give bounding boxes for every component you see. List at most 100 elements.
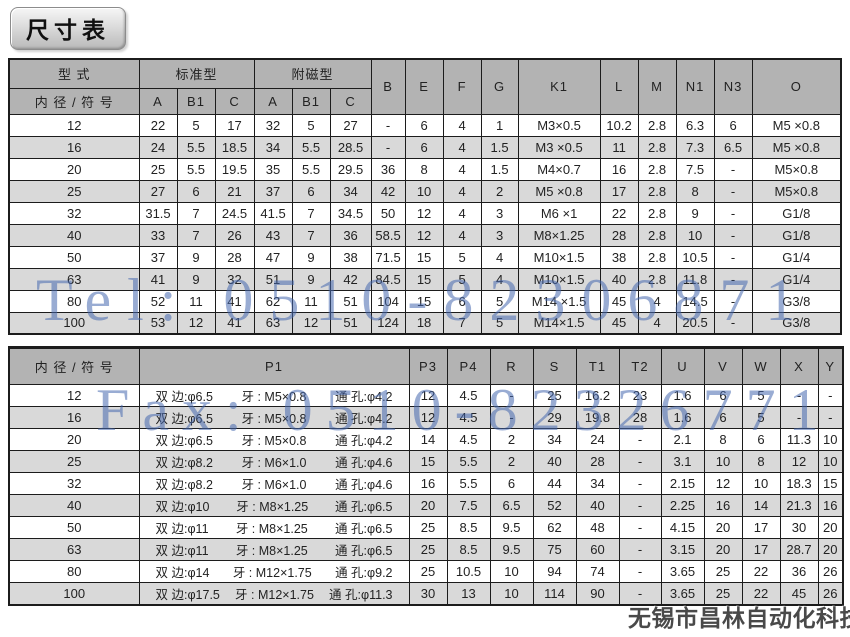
p1-cell: 双 边:φ6.5 牙 : M5×0.8 通 孔:φ4.2: [138, 428, 410, 451]
value-cell: 3.65: [660, 560, 705, 583]
value-cell: 62: [253, 289, 293, 313]
p1-hole: 通 孔:φ6.5: [335, 544, 393, 558]
value-cell: 24: [138, 135, 178, 159]
value-cell: 10.5: [446, 560, 491, 583]
value-cell: 4: [442, 201, 482, 225]
value-cell: 2.8: [637, 201, 677, 225]
value-cell: -: [779, 384, 819, 407]
value-cell: M10×1.5: [517, 267, 601, 291]
header-sub-C1: C: [214, 87, 255, 115]
value-cell: 6: [291, 179, 331, 203]
value-cell: G1/8: [751, 223, 842, 247]
value-cell: 9: [675, 201, 715, 225]
header-sub-A2: A: [253, 87, 293, 115]
p1-thread: 牙 : M5×0.8: [241, 434, 307, 448]
value-cell: 10: [817, 450, 844, 473]
value-cell: -: [618, 494, 662, 517]
p1-cell: 双 边:φ8.2 牙 : M6×1.0 通 孔:φ4.6: [138, 472, 410, 495]
header-col-N1: N1: [675, 58, 715, 115]
value-cell: 18: [404, 311, 444, 335]
value-cell: 2.15: [660, 472, 705, 495]
header-sub-B2: B1: [291, 87, 331, 115]
value-cell: 16: [599, 157, 639, 181]
table-row: 25 双 边:φ8.2 牙 : M6×1.0 通 孔:φ4.6 15 5.5 2 40 28-3…: [8, 450, 844, 473]
value-cell: 5.5: [291, 135, 331, 159]
value-cell: 12: [703, 472, 743, 495]
value-cell: 2.1: [660, 428, 705, 451]
value-cell: 6: [176, 179, 216, 203]
value-cell: 8: [675, 179, 715, 203]
value-cell: -: [713, 157, 753, 181]
value-cell: 4: [442, 157, 482, 181]
value-cell: 4: [442, 135, 482, 159]
value-cell: 10: [489, 582, 534, 605]
value-cell: 16: [703, 494, 743, 517]
value-cell: -: [713, 245, 753, 269]
value-cell: 20: [703, 516, 743, 539]
upper-table-body: 12 22 5 17 32 5 27-6 4 1 M3×0.5 10.2 2.8 6.3 6 M5 ×0.8…: [8, 113, 842, 335]
value-cell: 10.5: [675, 245, 715, 269]
value-cell: 11.8: [675, 267, 715, 291]
value-cell: 45: [779, 582, 819, 605]
value-cell: 10: [703, 450, 743, 473]
value-cell: 4.5: [446, 428, 491, 451]
value-cell: 26: [214, 223, 255, 247]
value-cell: 20: [703, 538, 743, 561]
value-cell: 18.3: [779, 472, 819, 495]
value-cell: 25: [138, 157, 178, 181]
value-cell: 6: [741, 428, 781, 451]
p1-hole: 通 孔:φ4.2: [335, 412, 393, 426]
value-cell: M5 ×0.8: [751, 135, 842, 159]
value-cell: 22: [741, 582, 781, 605]
value-cell: 5: [176, 113, 216, 137]
p1-side: 双 边:φ6.5: [155, 390, 213, 404]
value-cell: 51: [329, 289, 372, 313]
value-cell: 41.5: [253, 201, 293, 225]
dimension-table-lower: 内 径 / 符 号 P1 P3 P4 R S T1 T2 U V W X Y 1…: [8, 346, 844, 606]
header-col-X: X: [779, 347, 819, 385]
value-cell: 34: [575, 472, 620, 495]
value-cell: -: [713, 289, 753, 313]
lower-table-header: 内 径 / 符 号 P1 P3 P4 R S T1 T2 U V W X Y: [8, 347, 844, 385]
value-cell: 34.5: [329, 201, 372, 225]
value-cell: -: [618, 472, 662, 495]
value-cell: 25: [408, 538, 448, 561]
value-cell: 12: [779, 450, 819, 473]
value-cell: 17: [599, 179, 639, 203]
header-magnetic-type: 附磁型: [253, 58, 372, 89]
value-cell: 4: [480, 267, 519, 291]
value-cell: 6: [442, 289, 482, 313]
value-cell: G3/8: [751, 311, 842, 335]
bore-cell: 100: [8, 582, 140, 605]
value-cell: 19.5: [214, 157, 255, 181]
bore-cell: 63: [8, 538, 140, 561]
p1-hole: 通 孔:φ6.5: [335, 522, 393, 536]
value-cell: 3: [480, 201, 519, 225]
page-title: 尺寸表: [26, 17, 110, 43]
value-cell: 42: [370, 179, 406, 203]
table-row: 40 33 7 26 43 7 36 58.5 12 4 3 M8×1.25 28 2.8 10- G1/8: [8, 223, 842, 247]
value-cell: 2.8: [637, 113, 677, 137]
bore-cell: 63: [8, 267, 140, 291]
header-col-P1: P1: [138, 347, 410, 385]
value-cell: 25: [408, 560, 448, 583]
value-cell: 4: [637, 311, 677, 335]
p1-hole: 通 孔:φ11.3: [329, 587, 393, 602]
value-cell: 17: [741, 538, 781, 561]
value-cell: 8: [404, 157, 444, 181]
value-cell: 84.5: [370, 267, 406, 291]
value-cell: M4×0.7: [517, 157, 601, 181]
value-cell: 9: [176, 245, 216, 269]
bore-cell: 50: [8, 245, 140, 269]
value-cell: 5: [480, 289, 519, 313]
value-cell: 27: [329, 113, 372, 137]
value-cell: -: [713, 201, 753, 225]
value-cell: 11.3: [779, 428, 819, 451]
header-sub-A1: A: [138, 87, 178, 115]
bore-cell: 12: [8, 113, 140, 137]
header-col-S: S: [532, 347, 577, 385]
value-cell: -: [713, 311, 753, 335]
header-col-P3: P3: [408, 347, 448, 385]
header-standard-type: 标准型: [138, 58, 255, 89]
value-cell: 38: [599, 245, 639, 269]
